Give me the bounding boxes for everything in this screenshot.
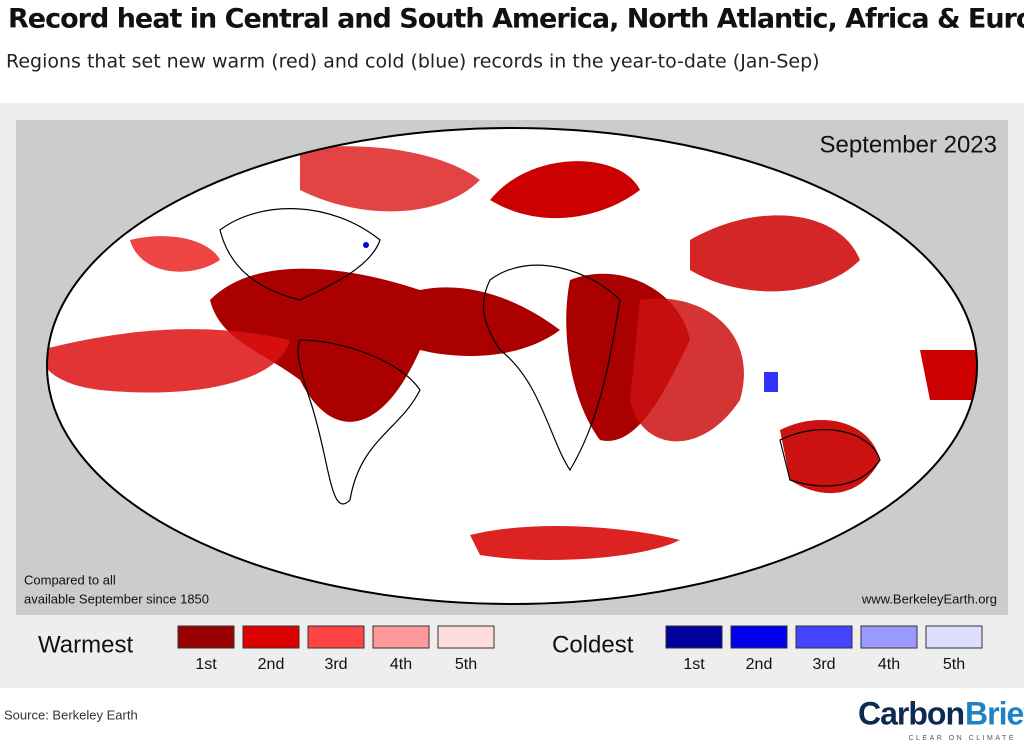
warm-region [470, 525, 680, 560]
logo: Carbon [858, 695, 964, 731]
legend-label: 1st [683, 656, 705, 673]
coastline [219, 208, 881, 505]
legend-swatch [307, 625, 365, 649]
legend-label: 2nd [746, 656, 773, 673]
warm-region [490, 161, 640, 219]
legend-swatch [177, 625, 235, 649]
warm-region [690, 215, 860, 292]
legend-label: 5th [455, 656, 477, 673]
map [47, 128, 977, 604]
legend-swatch [795, 625, 853, 649]
legend-label: 1st [195, 656, 217, 673]
cold-region [363, 242, 369, 248]
legend-swatch [665, 625, 723, 649]
date-label: September 2023 [820, 131, 997, 158]
warm-region [210, 268, 560, 422]
warm-region [630, 298, 744, 442]
title: Record heat in Central and South America… [8, 4, 1024, 35]
legend-label: 4th [878, 656, 900, 673]
legend-title: Warmest [38, 631, 133, 658]
website: www.BerkeleyEarth.org [861, 591, 997, 606]
legend-label: 2nd [258, 656, 285, 673]
legend-swatch [242, 625, 300, 649]
warm-region [780, 420, 880, 494]
legend-title: Coldest [552, 631, 634, 658]
subtitle: Regions that set new warm (red) and cold… [6, 51, 820, 73]
legend-swatch [437, 625, 495, 649]
logo: Brief [965, 695, 1024, 731]
legend-label: 5th [943, 656, 965, 673]
source: Source: Berkeley Earth [4, 707, 138, 722]
legend-swatch [860, 625, 918, 649]
note-line: Compared to all [24, 572, 116, 587]
legend-label: 3rd [324, 656, 347, 673]
tagline: CLEAR ON CLIMATE [908, 735, 1016, 742]
legend-swatch [925, 625, 983, 649]
warm-region [130, 236, 220, 272]
warm-region [47, 329, 290, 393]
legend-swatch [372, 625, 430, 649]
legend: Warmest 1st 2nd 3rd 4th 5th Coldest 1st 2nd 3rd 4t… [38, 625, 983, 673]
warm-region [300, 146, 480, 212]
legend-label: 3rd [812, 656, 835, 673]
legend-swatch [730, 625, 788, 649]
note-line: available September since 1850 [24, 591, 209, 606]
cold-region [764, 372, 778, 392]
warm-region [920, 350, 977, 400]
globe-outline [46, 127, 978, 605]
legend-label: 4th [390, 656, 412, 673]
